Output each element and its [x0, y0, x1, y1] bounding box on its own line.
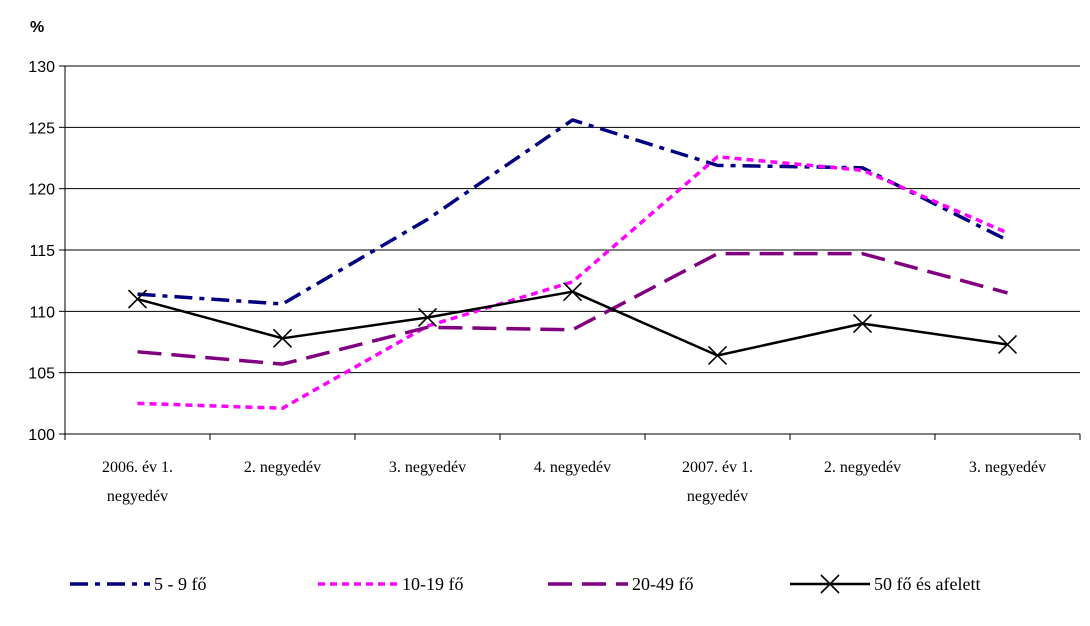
x-tick-label: 2007. év 1. negyedév: [682, 459, 753, 505]
y-tick-label: 105: [28, 366, 55, 383]
x-tick-label: 2006. év 1. negyedév: [102, 459, 173, 505]
y-tick-label: 125: [28, 120, 55, 137]
x-tick-labels: 2006. év 1. negyedév 2. negyedév 3. negyedé…: [102, 459, 1046, 505]
y-tick-label: 130: [28, 59, 55, 76]
legend-item: 5 - 9 fő: [70, 574, 207, 594]
x-tick-label: 2. negyedév: [244, 459, 321, 476]
legend-label: 5 - 9 fő: [154, 574, 207, 594]
data-point-marker: [852, 314, 873, 334]
series-lines: [127, 118, 1018, 410]
x-tick-label: 2. negyedév: [824, 459, 901, 476]
legend-label: 20-49 fő: [632, 574, 694, 594]
axes: [59, 65, 1081, 440]
data-point-marker: [707, 345, 728, 366]
y-tick-label: 115: [29, 243, 55, 260]
series-line-1: [137, 118, 1009, 306]
data-point-marker: [562, 282, 583, 302]
legend-label: 50 fő és afelett: [874, 574, 980, 594]
y-tick-label: 100: [28, 427, 55, 444]
y-tick-labels: 100 105 110 115 120 125 130: [28, 59, 55, 444]
legend-marker-icon: [820, 574, 840, 594]
gridlines: [65, 65, 1080, 374]
y-tick-label: 110: [29, 304, 55, 321]
y-axis-unit-label: %: [30, 19, 44, 36]
series-line-3: [137, 251, 1008, 366]
data-point-marker: [417, 307, 438, 328]
data-point-marker: [997, 334, 1018, 355]
series-line-4: [137, 290, 1008, 357]
legend-item: 50 fő és afelett: [790, 574, 980, 594]
legend-item: 20-49 fő: [548, 574, 694, 594]
x-tick-label: 3. negyedév: [389, 459, 466, 476]
legend-item: 10-19 fő: [318, 574, 464, 594]
series-line-2: [137, 155, 1009, 410]
x-tick-label: 3. negyedév: [969, 459, 1046, 476]
y-tick-label: 120: [28, 182, 55, 199]
legend: 5 - 9 fő 10-19 fő 20-49 fő 50 fő és afelett: [70, 574, 980, 594]
data-point-marker: [127, 289, 148, 309]
data-point-marker: [272, 328, 293, 348]
x-tick-label: 4. negyedév: [534, 459, 611, 476]
legend-label: 10-19 fő: [402, 574, 464, 594]
